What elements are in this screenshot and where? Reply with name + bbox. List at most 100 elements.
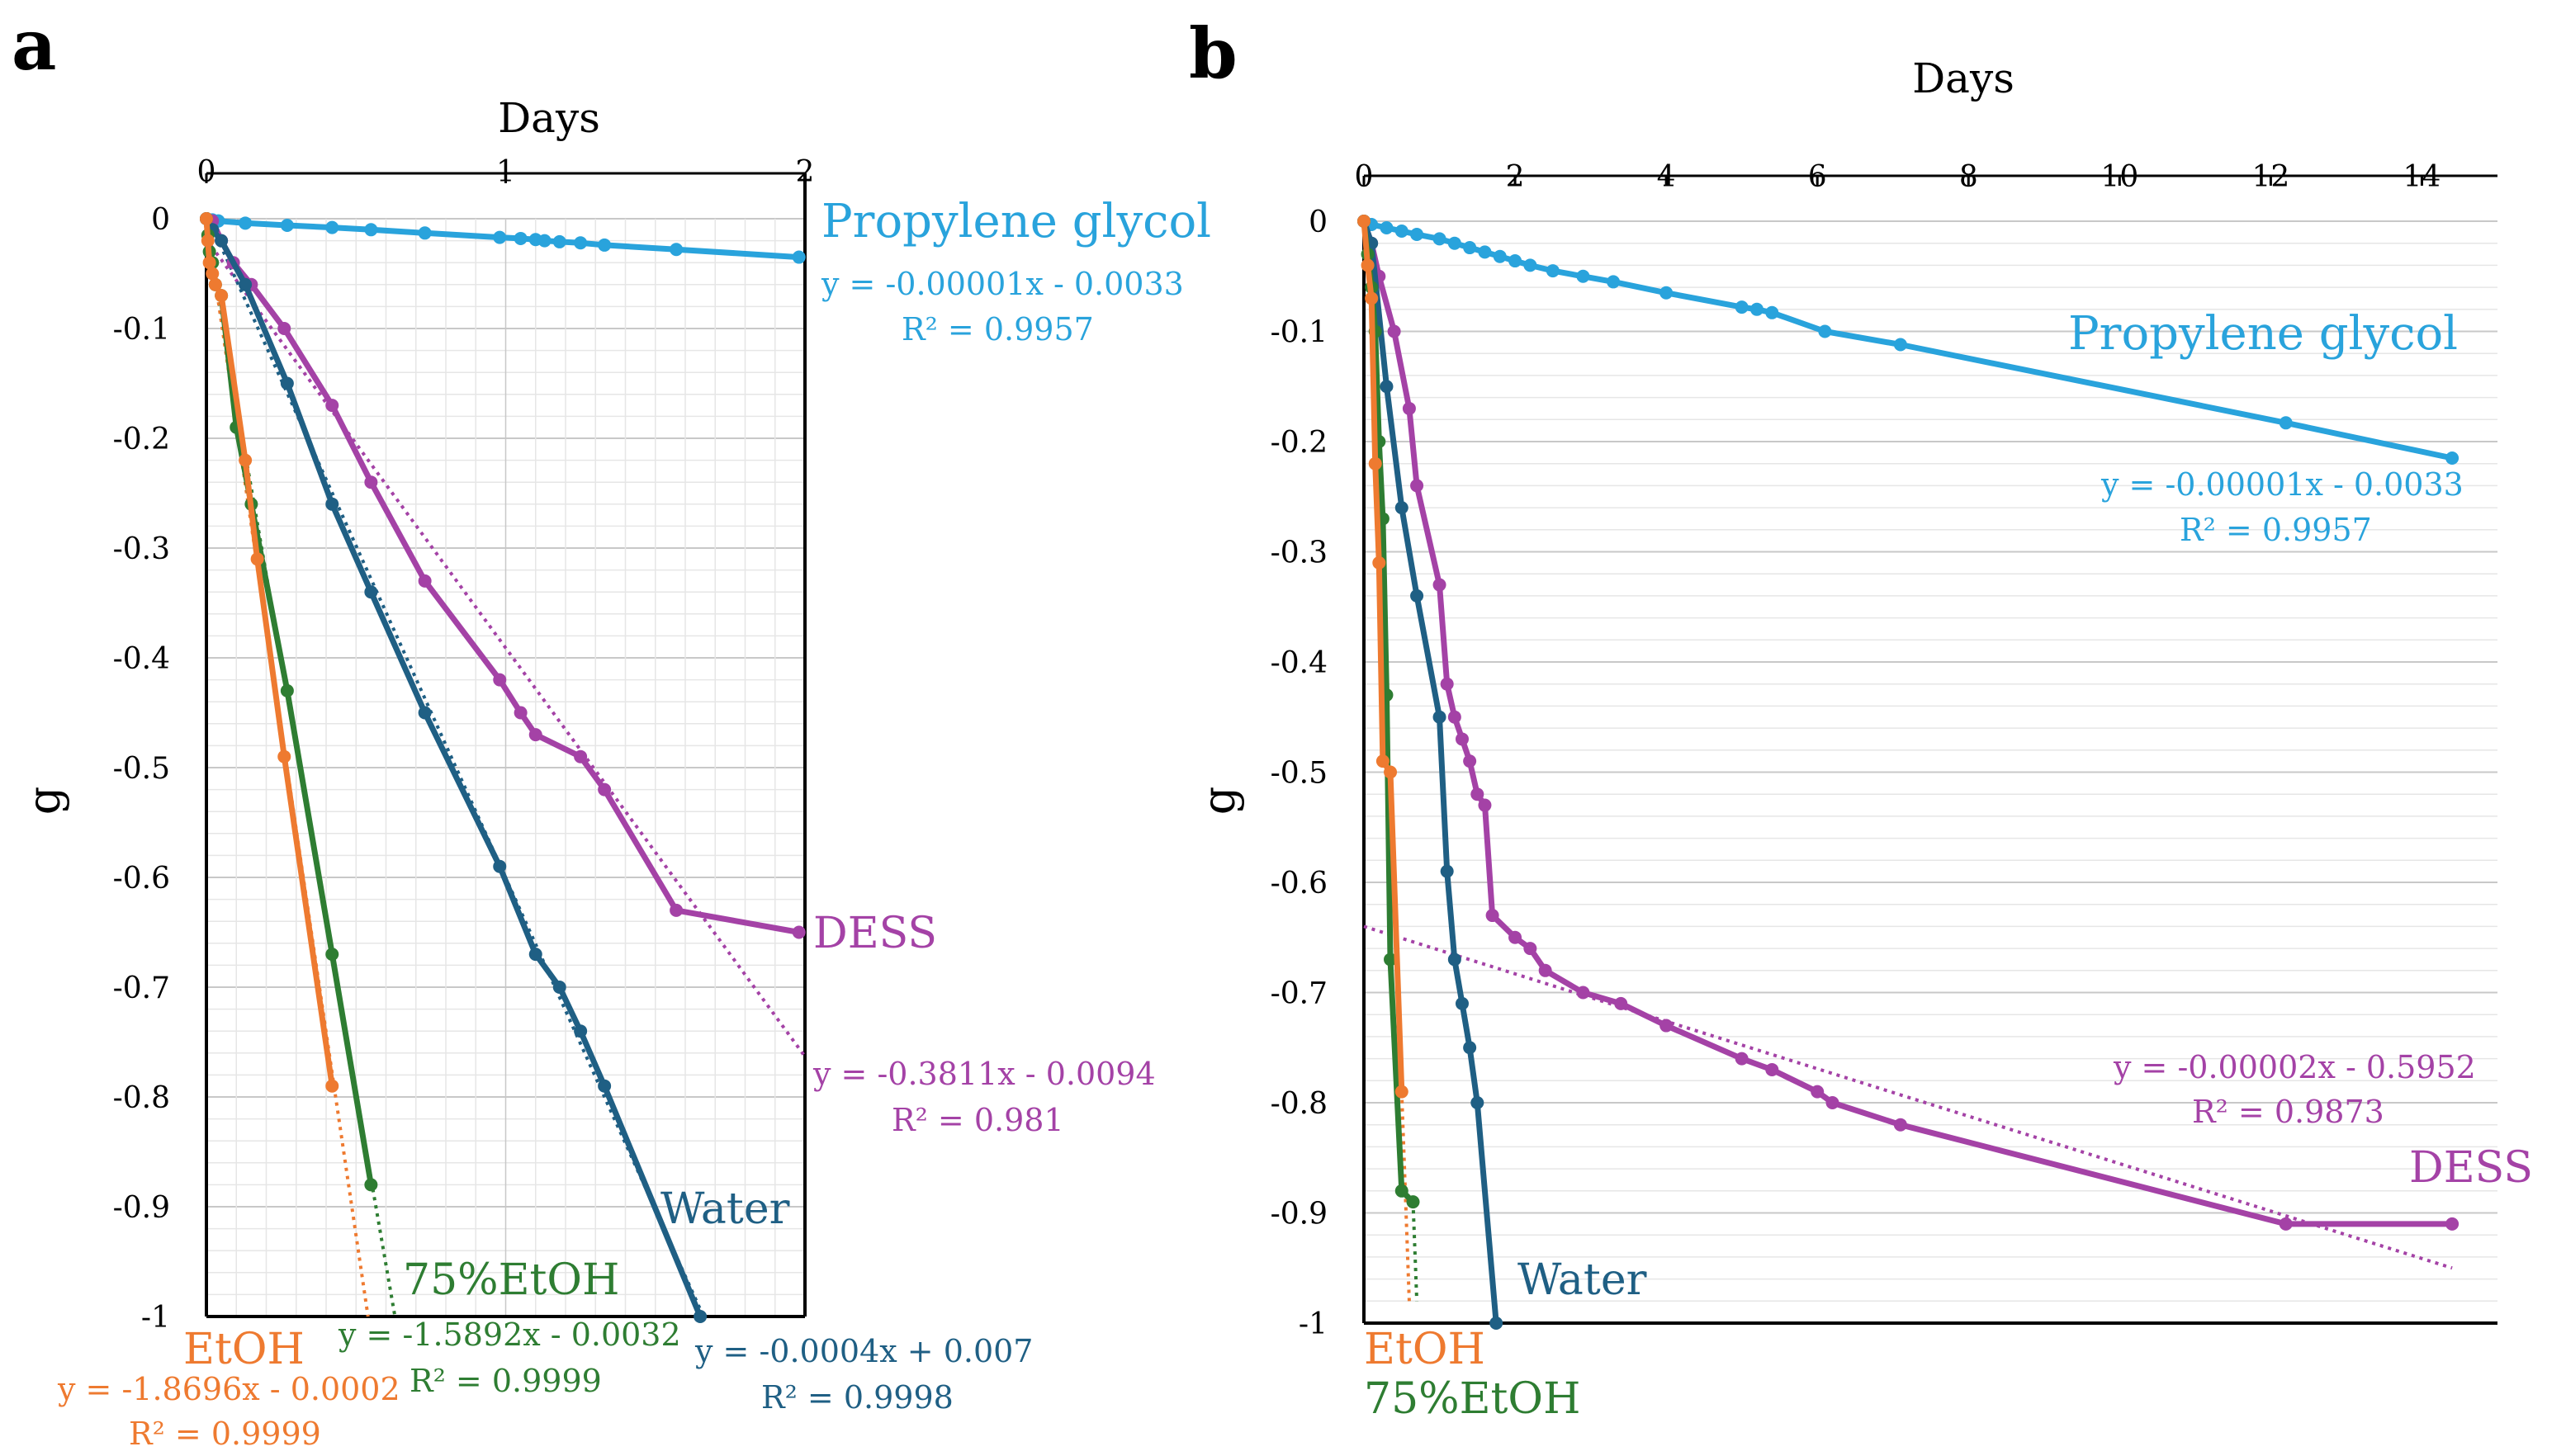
panel-b-point-dess: [1765, 1062, 1779, 1076]
panel-a-point-etoh: [239, 453, 253, 467]
panel-b-point-water: [1455, 996, 1469, 1010]
panel-b-point-dess: [1735, 1052, 1749, 1066]
panel-b-point-propylene-glycol: [1818, 324, 1832, 338]
panel-b-label-etoh: EtOH: [1364, 1325, 1485, 1374]
panel-a-point-dess: [670, 903, 684, 917]
panel-b-grid: [1364, 220, 2497, 1324]
panel-b-point-dess: [2445, 1217, 2459, 1231]
panel-b-point-propylene-glycol: [1659, 286, 1674, 300]
panel-b-point-dess: [1523, 942, 1537, 956]
panel-a-label: a: [12, 4, 56, 86]
panel-b-y-tick-label: -1: [1299, 1307, 1328, 1341]
panel-b-ylabel: g: [1193, 787, 1245, 815]
panel-b-point-water: [1470, 1096, 1484, 1109]
panel-a-point-75-etoh: [325, 948, 339, 962]
panel-a-point-etoh: [201, 234, 215, 248]
panel-a-y-tick-label: -1: [141, 1301, 170, 1335]
panel-b-point-propylene-glycol: [1478, 245, 1492, 259]
panel-a-point-propylene-glycol: [418, 226, 432, 240]
panel-b-point-dess: [2279, 1217, 2293, 1231]
panel-a-y-tick-label: -0.1: [113, 313, 170, 347]
panel-a-point-propylene-glycol: [280, 218, 294, 232]
panel-b-point-propylene-glycol: [1410, 228, 1424, 242]
panel-b-xlabel: Days: [1912, 54, 2014, 102]
panel-a-r2-75etoh: R² = 0.9999: [410, 1363, 602, 1399]
panel-a-point-dess: [364, 475, 378, 489]
panel-a-trendline-water: [205, 213, 702, 1311]
panel-a-point-dess: [325, 399, 339, 413]
panel-a-label-water: Water: [660, 1184, 790, 1234]
panel-b-x-tick-label: 2: [1506, 160, 1525, 194]
panel-a-y-tick-label: -0.7: [113, 971, 170, 1005]
panel-a-axes: 0 1 2 0 -0.1 -0.2 -0.3 -0.4 -0.5 -0.6 -0.7 -0.8 -0.9…: [113, 155, 815, 1335]
panel-a-series: [200, 212, 806, 1323]
panel-b-point-dess: [1402, 401, 1416, 415]
panel-b-point-water: [1440, 864, 1454, 878]
panel-b-point-dess: [1432, 578, 1446, 592]
panel-b-point-propylene-glycol: [2279, 416, 2293, 430]
panel-b-label-water: Water: [1517, 1255, 1647, 1305]
panel-a-x-tick-label: 1: [496, 155, 515, 189]
panel-b-r2-propylene-glycol: R² = 0.9957: [2180, 512, 2372, 548]
panel-b-x-tick-label: 12: [2251, 160, 2289, 194]
panel-a-point-water: [552, 981, 566, 994]
panel-b-y-tick-label: -0.1: [1271, 316, 1328, 350]
panel-b-point-dess: [1470, 787, 1484, 801]
panel-a-point-water: [418, 706, 432, 720]
panel-a-y-tick-label: -0.9: [113, 1191, 170, 1225]
panel-a-line-water: [203, 217, 703, 1318]
panel-b-point-dess: [1455, 732, 1469, 746]
panel-a-point-water: [325, 497, 339, 511]
panel-b-point-propylene-glycol: [1493, 249, 1507, 263]
panel-a-label-propylene-glycol: Propylene glycol: [821, 195, 1211, 248]
panel-b-x-tick-label: 0: [1355, 160, 1374, 194]
panel-b-x-tick-label: 10: [2100, 160, 2138, 194]
panel-a-point-etoh: [206, 267, 220, 281]
panel-b-eq-propylene-glycol: y = -0.00001x - 0.0033: [2100, 466, 2464, 503]
panel-b-point-propylene-glycol: [1463, 241, 1477, 255]
panel-b-point-dess: [1538, 963, 1552, 977]
panel-b-point-propylene-glycol: [1749, 302, 1764, 316]
panel-b-trendline-etoh: [1399, 1091, 1411, 1302]
panel-a-point-water: [280, 376, 294, 390]
panel-b-point-dess: [1447, 710, 1461, 724]
panel-a-point-propylene-glycol: [537, 234, 552, 248]
panel-b-line-water: [1361, 220, 1499, 1324]
panel-b-point-75-etoh: [1406, 1195, 1420, 1209]
panel-a-point-dess: [277, 322, 291, 335]
panel-b-point-water: [1432, 710, 1446, 724]
panel-b-y-tick-label: -0.8: [1271, 1087, 1328, 1121]
panel-b-y-tick-label: -0.3: [1271, 537, 1328, 570]
panel-a-point-propylene-glycol: [239, 216, 253, 230]
panel-a-point-water: [215, 234, 229, 248]
panel-a-label-dess: DESS: [813, 909, 937, 958]
panel-a-y-tick-label: -0.6: [113, 862, 170, 896]
panel-a-y-tick-label: -0.8: [113, 1081, 170, 1115]
panel-a-eq-dess: y = -0.3811x - 0.0094: [812, 1056, 1156, 1092]
panel-b-label-dess: DESS: [2409, 1143, 2533, 1193]
panel-b-point-propylene-glycol: [1765, 305, 1779, 319]
panel-b-point-water: [1394, 501, 1408, 515]
panel-a-r2-propylene-glycol: R² = 0.9957: [902, 311, 1094, 347]
panel-b-x-tick-label: 8: [1959, 160, 1978, 194]
panel-b-point-water: [1463, 1041, 1477, 1055]
panel-b-point-dess: [1463, 754, 1477, 768]
panel-b-point-dess: [1440, 677, 1454, 691]
panel-b-y-tick-label: -0.6: [1271, 867, 1328, 901]
panel-a-ylabel: g: [18, 787, 70, 815]
panel-a-point-etoh: [215, 289, 229, 303]
panel-b-trendline-dess: [1363, 924, 2453, 1270]
panel-a-point-75-etoh: [280, 683, 294, 697]
panel-a-point-dess: [418, 574, 432, 588]
panel-b-point-propylene-glycol: [1735, 300, 1749, 314]
panel-a-label-etoh: EtOH: [183, 1325, 305, 1374]
panel-b-point-dess: [1485, 909, 1499, 923]
panel-b-point-water: [1410, 589, 1424, 603]
panel-b-y-tick-label: -0.7: [1271, 977, 1328, 1011]
panel-b-point-propylene-glycol: [2445, 451, 2459, 466]
panel-b-point-propylene-glycol: [1432, 232, 1446, 246]
panel-b-point-dess: [1387, 324, 1401, 338]
panel-b-point-dess: [1659, 1019, 1674, 1033]
panel-a-r2-dess: R² = 0.981: [892, 1102, 1064, 1138]
panel-a-y-tick-label: 0: [151, 203, 170, 237]
